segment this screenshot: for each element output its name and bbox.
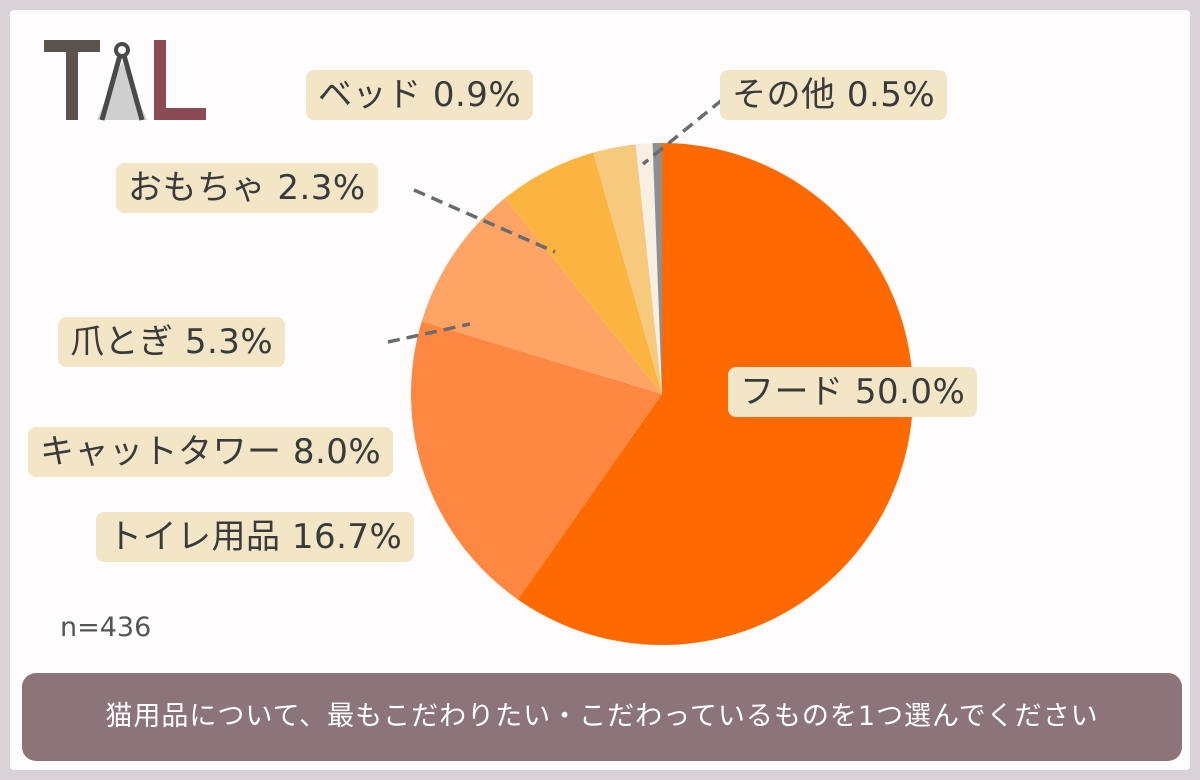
pie-slice-1 — [411, 321, 662, 600]
leader-line-omocha — [413, 188, 556, 254]
sample-size: n=436 — [60, 612, 152, 643]
label-tsumetogi: 爪とぎ 5.3% — [58, 317, 286, 367]
survey-question: 猫用品について、最もこだわりたい・こだわっているものを1つ選んでください — [22, 673, 1182, 761]
leader-line-sonota — [641, 98, 724, 166]
label-omocha: おもちゃ 2.3% — [116, 163, 378, 213]
label-toilet: トイレ用品 16.7% — [96, 512, 415, 562]
label-cat-tower: キャットタワー 8.0% — [28, 427, 394, 477]
pie-slice-6 — [652, 143, 662, 394]
pie-slice-5 — [635, 143, 662, 394]
leader-line-tsumetogi — [387, 322, 471, 344]
label-bed: ベッド 0.9% — [306, 70, 534, 120]
pie-slice-0 — [517, 143, 913, 645]
pie-slice-2 — [421, 198, 662, 394]
label-sonota: その他 0.5% — [720, 70, 948, 120]
pie-slice-4 — [593, 144, 662, 394]
label-food: フード 50.0% — [728, 367, 978, 417]
tal-logo — [44, 40, 206, 121]
pie-slice-3 — [505, 152, 662, 394]
